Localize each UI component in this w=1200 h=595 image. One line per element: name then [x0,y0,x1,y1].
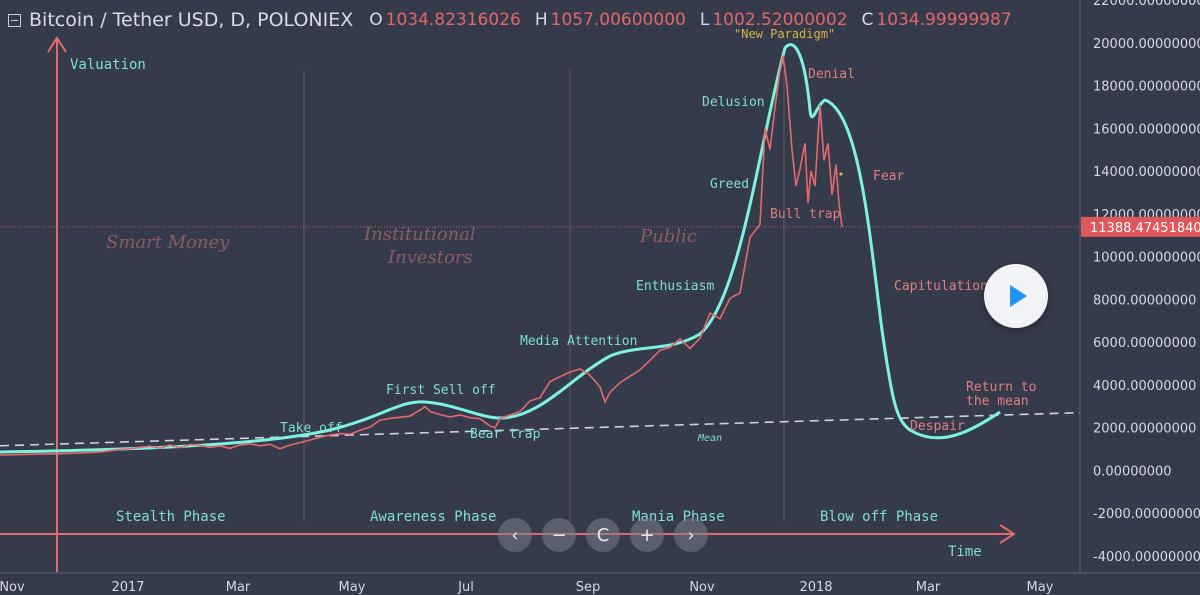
phase-label: Awareness Phase [370,509,496,525]
y-tick-label: 20000.00000000 [1093,37,1200,52]
y-tick-label: 0.00000000 [1093,464,1172,479]
axis-label-valuation: Valuation [70,57,146,73]
stage-label-falling: Capitulation [894,279,988,294]
stage-label-falling: Fear [873,169,904,184]
stage-label-rising: Delusion [702,95,765,110]
low-value: 1002.52000002 [712,10,848,30]
y-tick-label: 18000.00000000 [1093,80,1200,95]
valuation-arrowhead [47,36,67,53]
stage-label-rising: Media Attention [520,334,637,349]
x-tick-label: Nov [689,580,715,595]
price-tag [1081,216,1200,237]
high-value: 1057.00600000 [550,10,686,30]
series-line-price [0,55,843,456]
x-tick-label: Mar [226,580,251,595]
group-label-smart-money: Smart Money [106,232,230,253]
x-tick-label: Mar [916,580,941,595]
symbol-title: Bitcoin / Tether USD, D, POLONIEX [29,9,354,31]
group-label-investors: Investors [387,247,473,268]
mean-label: Mean [697,433,722,444]
stage-label-falling: the mean [966,394,1029,409]
marker-dot [839,172,843,176]
y-tick-label: 8000.00000000 [1093,293,1196,308]
y-tick-label: 22000.00000000 [1093,0,1200,9]
phase-label: Stealth Phase [116,509,226,525]
stage-label-rising: Take off [280,421,343,436]
stage-label-rising: Greed [710,177,749,192]
chart-nav-toolbar: ‹ − C + › [498,518,708,552]
y-tick-label: 4000.00000000 [1093,379,1196,394]
y-tick-label: 16000.00000000 [1093,122,1200,137]
stage-label-rising: Enthusiasm [636,279,714,294]
play-button[interactable] [984,264,1048,328]
x-tick-label: Jul [457,580,474,595]
time-arrowhead [999,524,1016,544]
low-key: L [699,10,710,30]
axis-label-time: Time [948,544,982,560]
x-tick-label: Nov [0,580,25,595]
price-tag-label: 11388.47451840 [1090,221,1200,236]
stage-label-falling: Denial [808,67,855,82]
stage-label-rising: Bear trap [470,427,541,442]
y-tick-label: 14000.00000000 [1093,165,1200,180]
close-value: 1034.99999987 [876,10,1012,30]
open-value: 1034.82316026 [385,10,521,30]
y-tick-label: -2000.00000000 [1093,507,1200,522]
stage-label-rising: First Sell off [386,383,496,398]
zoom-out-button[interactable]: − [542,518,576,552]
stage-label-falling: Return to [966,380,1036,395]
high-key: H [534,10,548,30]
x-tick-label: 2018 [799,580,832,595]
y-tick-label: -4000.00000000 [1093,550,1200,565]
stage-label-falling: Bull trap [770,207,841,222]
x-tick-label: Sep [576,580,601,595]
scroll-forward-button[interactable]: › [674,518,708,552]
open-key: O [369,10,383,30]
group-label-institutional: Institutional [363,224,476,245]
chart-header: Bitcoin / Tether USD, D, POLONIEX O 1034… [8,6,1026,34]
zoom-in-button[interactable]: + [630,518,664,552]
scroll-back-button[interactable]: ‹ [498,518,532,552]
close-key: C [861,10,874,30]
x-tick-label: 2017 [111,580,144,595]
collapse-icon[interactable] [8,13,21,27]
stage-label-peak: "New Paradigm" [734,27,835,41]
reset-button[interactable]: C [586,518,620,552]
idealized-cycle-curve [0,43,1001,454]
phase-label: Blow off Phase [820,509,938,525]
y-tick-label: 2000.00000000 [1093,422,1196,437]
group-label-public: Public [639,226,697,247]
x-tick-label: May [1027,580,1054,595]
y-tick-label: 10000.00000000 [1093,251,1200,266]
stage-label-falling: Despair [910,419,965,434]
x-tick-label: May [339,580,366,595]
y-tick-label: 6000.00000000 [1093,336,1196,351]
